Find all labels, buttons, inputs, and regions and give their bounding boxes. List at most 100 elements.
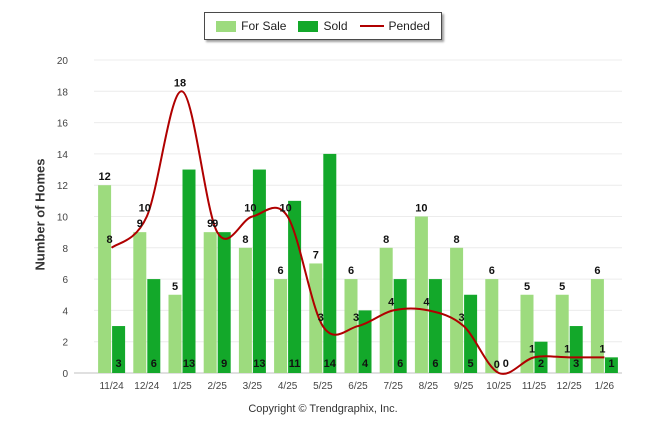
x-tick-label: 11/24 [99,381,124,392]
bar-sold [147,279,161,373]
chart-gridlines [74,59,622,374]
label-sold: 6 [151,358,157,370]
label-for-sale: 5 [524,281,530,293]
x-tick-label: 12/24 [134,381,159,392]
label-pended: 1 [564,343,570,355]
pended-line-path [110,90,605,375]
label-sold: 14 [324,358,337,370]
x-tick-label: 11/25 [522,381,547,392]
label-for-sale: 7 [313,249,319,261]
label-for-sale: 8 [242,234,248,246]
bar-sold [428,279,442,373]
label-sold: 13 [183,358,195,370]
bar-for-sale [485,279,499,373]
legend: For Sale Sold Pended [204,12,442,40]
label-for-sale: 6 [594,265,600,277]
label-pended: 10 [244,203,256,215]
bar-sold [393,279,407,373]
pended-line [110,90,605,375]
label-sold: 6 [432,358,438,370]
x-tick-label: 9/25 [454,381,474,392]
label-pended: 3 [459,312,465,324]
x-tick-label: 1/26 [595,381,615,392]
label-sold: 13 [253,358,265,370]
bar-for-sale [309,263,323,373]
bar-sold [217,232,231,373]
bar-sold [604,357,618,373]
bar-sold [358,310,372,373]
legend-swatch-pended [359,25,384,27]
label-pended: 10 [279,203,291,215]
y-tick-label: 16 [57,119,69,130]
label-pended: 18 [174,77,186,89]
x-tick-label: 5/25 [313,381,333,392]
label-pended: 4 [388,296,395,308]
label-sold: 6 [397,358,403,370]
label-for-sale: 8 [454,234,460,246]
y-tick-label: 0 [62,369,68,380]
legend-label-sold: Sold [323,19,348,33]
bar-for-sale [203,232,217,373]
bar-for-sale [379,247,393,373]
bar-for-sale [274,279,288,373]
label-for-sale: 6 [489,265,495,277]
legend-swatch-for-sale [216,20,237,32]
label-sold: 5 [468,358,474,370]
label-pended: 3 [353,312,359,324]
bar-sold [288,200,302,373]
legend-label-pended: Pended [388,19,430,33]
label-pended: 1 [529,343,535,355]
y-axis-title: Number of Homes [32,158,48,271]
label-pended: 4 [423,296,430,308]
bar-for-sale [344,279,358,373]
y-tick-label: 18 [57,87,69,98]
label-for-sale: 12 [98,171,110,183]
y-tick-label: 20 [57,56,69,67]
x-tick-label: 12/25 [557,381,582,392]
x-tick-label: 4/25 [278,381,298,392]
label-sold: 0 [503,358,509,370]
chart-data-labels: 1238961051318999813106111071436438641064… [98,77,614,371]
legend-swatch-sold [298,20,319,32]
bar-for-sale [450,247,464,373]
x-tick-label: 10/25 [486,381,511,392]
y-tick-label: 14 [57,150,69,161]
label-sold: 1 [608,358,614,370]
x-tick-label: 7/25 [383,381,403,392]
y-tick-label: 6 [62,275,68,286]
x-axis-tick-labels: 11/24 12/24 1/25 2/25 3/25 4/25 5/25 6/25 7/25 8/… [99,381,614,392]
label-pended: 10 [139,203,151,215]
bar-sold [323,153,337,373]
bar-for-sale [168,294,182,373]
label-sold: 11 [289,358,301,370]
label-pended: 0 [494,359,500,371]
copyright-text: Copyright © Trendgraphix, Inc. [248,403,398,415]
label-sold: 9 [221,358,227,370]
label-sold: 3 [116,358,122,370]
legend-item-sold[interactable]: Sold [298,19,348,33]
bar-sold [252,169,266,373]
label-for-sale: 5 [559,281,565,293]
bar-sold [569,326,583,373]
bar-for-sale [98,185,112,373]
legend-item-for-sale[interactable]: For Sale [216,19,286,33]
legend-item-pended[interactable]: Pended [359,19,430,33]
label-for-sale: 6 [348,265,354,277]
label-for-sale: 5 [172,281,178,293]
chart-bars [98,153,618,373]
bar-for-sale [590,279,604,373]
label-for-sale: 8 [383,234,389,246]
label-pended: 9 [212,218,218,230]
y-tick-label: 8 [62,244,68,255]
label-sold: 2 [538,358,544,370]
label-sold: 4 [362,358,369,370]
bar-for-sale [238,247,252,373]
label-for-sale: 6 [278,265,284,277]
bar-for-sale [133,232,147,373]
label-sold: 3 [573,358,579,370]
label-for-sale: 9 [137,218,143,230]
x-tick-label: 1/25 [172,381,192,392]
x-tick-label: 8/25 [419,381,439,392]
bar-sold [112,326,126,373]
label-pended: 8 [107,234,113,246]
